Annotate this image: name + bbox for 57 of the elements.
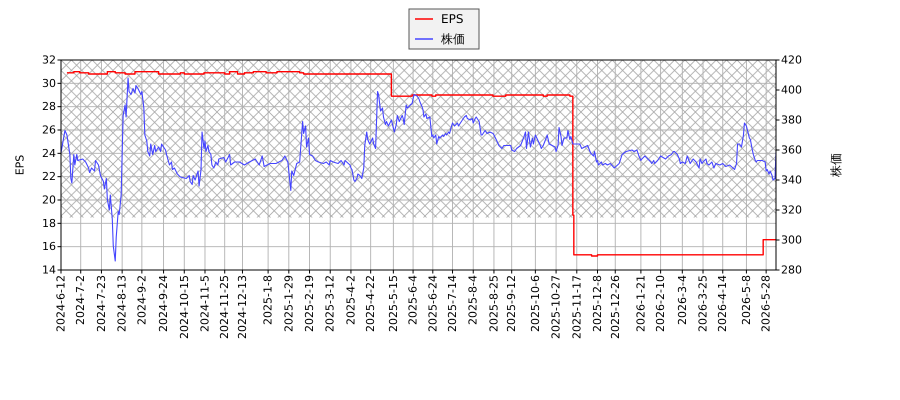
y2-tick-label: 420 (781, 54, 802, 66)
x-tick-label: 2025-7-14 (446, 275, 460, 332)
y2-tick-label: 340 (781, 174, 802, 186)
y-tick-label: 28 (42, 100, 56, 114)
x-tick-label: 2026-5-8 (740, 275, 753, 325)
y2-tick-label: 360 (781, 144, 802, 156)
y2-tick-label: 280 (781, 264, 802, 276)
y2-axis-title: 株価 (829, 153, 843, 178)
x-tick-label: 2025-1-8 (262, 275, 275, 325)
x-tick-label: 2024-8-13 (116, 275, 129, 332)
x-tick-label: 2024-9-2 (135, 275, 148, 325)
x-tick-label: 2024-12-13 (236, 275, 249, 339)
x-tick-label: 2025-1-29 (282, 275, 296, 332)
y2-tick-label: 320 (781, 204, 802, 216)
x-tick-label: 2024-9-24 (157, 275, 170, 332)
x-tick-label: 2025-8-25 (487, 275, 500, 332)
x-tick-label: 2024-11-5 (198, 275, 212, 332)
x-tick-label: 2026-3-4 (676, 275, 689, 325)
x-tick-label: 2025-4-2 (344, 275, 358, 325)
y-tick-label: 18 (42, 216, 56, 230)
x-tick-label: 2025-5-15 (386, 275, 400, 332)
y2-tick-label: 300 (781, 234, 802, 246)
x-tick-label: 2025-12-8 (591, 275, 604, 332)
x-tick-label: 2025-9-12 (505, 275, 518, 332)
y2-tick-label: 400 (781, 84, 802, 96)
x-tick-label: 2026-2-10 (654, 275, 668, 332)
x-tick-label: 2024-11-25 (218, 275, 232, 339)
y-tick-label: 32 (42, 54, 56, 66)
x-tick-label: 2025-6-24 (426, 275, 440, 332)
x-tick-label: 2024-7-2 (74, 275, 88, 325)
legend-label: EPS (441, 12, 464, 26)
x-tick-label: 2025-6-4 (406, 275, 420, 325)
y-axis-title: EPS (14, 154, 26, 176)
y-tick-label: 24 (42, 146, 56, 160)
x-tick-label: 2025-10-27 (550, 275, 563, 339)
y-tick-label: 20 (42, 194, 56, 206)
x-tick-label: 2025-11-17 (570, 275, 584, 339)
y-tick-label: 30 (42, 76, 56, 90)
y2-tick-label: 380 (781, 114, 802, 126)
x-tick-label: 2024-7-23 (94, 275, 108, 332)
x-tick-label: 2025-12-26 (608, 275, 622, 339)
x-tick-label: 2025-4-22 (364, 275, 378, 332)
x-tick-label: 2024-10-15 (178, 275, 191, 339)
x-tick-label: 2026-3-25 (696, 275, 710, 332)
x-tick-label: 2025-3-12 (324, 275, 337, 332)
y-tick-label: 14 (42, 264, 56, 276)
x-tick-label: 2026-1-21 (634, 275, 648, 332)
x-tick-label: 2025-2-19 (303, 275, 316, 332)
x-tick-label: 2025-8-4 (466, 275, 480, 325)
y-tick-label: 26 (42, 124, 56, 136)
x-tick-label: 2026-5-28 (760, 275, 773, 332)
legend-label: 株価 (440, 32, 465, 46)
y-tick-label: 22 (42, 170, 56, 184)
x-tick-label: 2025-10-6 (528, 275, 542, 332)
y-tick-label: 16 (42, 240, 56, 254)
x-tick-label: 2024-6-12 (54, 275, 68, 332)
x-tick-label: 2026-4-14 (716, 275, 730, 332)
